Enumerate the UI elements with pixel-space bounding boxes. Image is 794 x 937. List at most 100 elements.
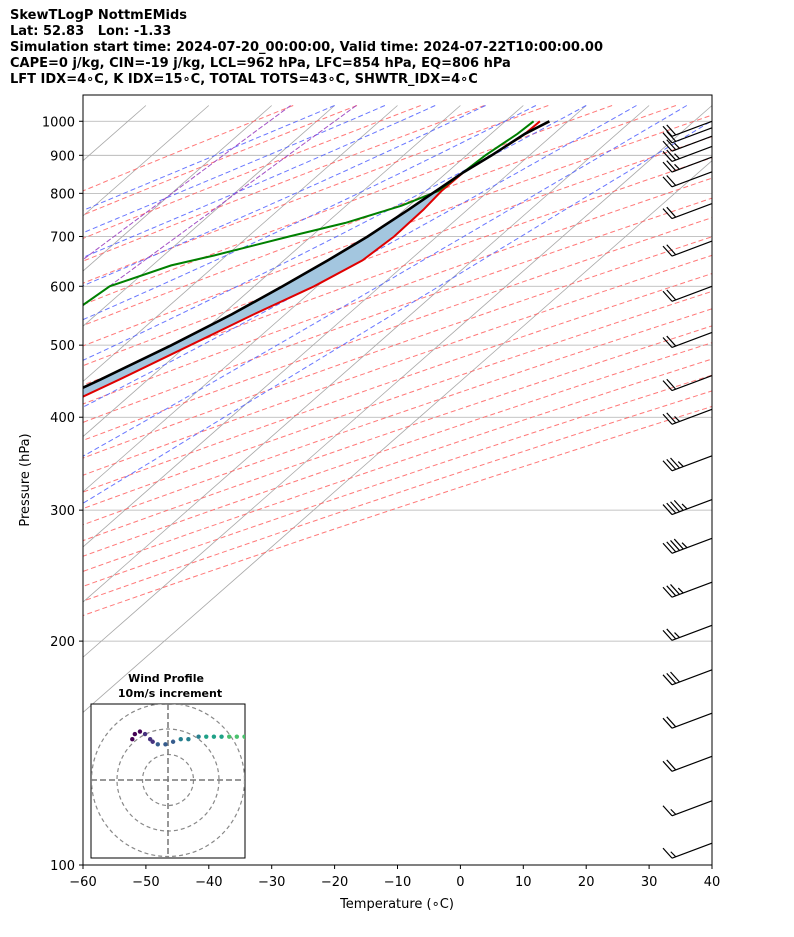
x-tick-label: −50 — [132, 875, 159, 890]
header-indices-line: LFT IDX=4∘C, K IDX=15∘C, TOTAL TOTS=43∘C… — [10, 72, 478, 87]
barb-staff — [671, 240, 713, 257]
barb-half-flag — [677, 587, 684, 594]
barb-flag — [666, 458, 677, 470]
barb-half-flag — [670, 851, 677, 858]
hodograph-title: Wind Profile — [128, 672, 204, 685]
barb-staff — [671, 800, 713, 817]
wind-barb — [662, 581, 713, 598]
wind-barb — [662, 537, 713, 554]
barb-flag — [666, 335, 677, 347]
barb-flag — [666, 160, 677, 172]
barb-staff — [671, 455, 713, 472]
barb-staff — [671, 581, 713, 598]
wind-barb — [662, 800, 713, 817]
barb-flag — [673, 499, 684, 511]
wind-barb — [662, 171, 713, 188]
barb-staff — [671, 537, 713, 554]
barb-staff — [671, 755, 713, 772]
barb-staff — [671, 120, 713, 137]
hodograph-point — [130, 737, 135, 742]
barb-flag — [662, 176, 673, 188]
isotherm-line — [83, 160, 712, 713]
y-tick-label: 100 — [50, 859, 75, 874]
barb-flag — [662, 542, 673, 554]
hodograph-point — [219, 734, 224, 739]
wind-barb — [662, 498, 713, 516]
hodograph-plot — [91, 704, 259, 858]
wind-barb — [662, 145, 713, 163]
wind-barb — [662, 156, 713, 173]
isotherm-line — [83, 105, 650, 603]
x-tick-label: 0 — [456, 875, 464, 890]
barb-flag — [662, 760, 673, 772]
y-axis-label: Pressure (hPa) — [18, 433, 33, 526]
hodograph-point — [242, 734, 245, 739]
barb-half-flag — [681, 542, 688, 549]
hodograph-point — [244, 738, 245, 740]
moist-adiabat — [83, 105, 537, 321]
wind-barb — [662, 624, 713, 641]
barb-flag — [662, 413, 673, 425]
barb-staff — [671, 127, 713, 144]
hodograph-point — [150, 739, 155, 744]
hodograph-point — [250, 732, 254, 736]
barb-flag — [662, 151, 673, 162]
cape-shading — [83, 133, 525, 397]
barb-half-flag — [670, 808, 677, 815]
wind-barb — [662, 203, 713, 220]
barb-half-flag — [674, 632, 680, 638]
x-tick-label: 10 — [515, 875, 532, 890]
wind-barb — [662, 455, 713, 472]
isotherm-line — [83, 105, 335, 327]
barb-flag — [662, 161, 673, 173]
x-tick-label: 40 — [704, 875, 721, 890]
barb-staff — [671, 498, 713, 516]
hodograph-point — [142, 731, 148, 737]
mixing-ratio-line — [83, 105, 291, 261]
header-title: SkewTLogP NottmEMids — [10, 8, 188, 23]
barb-staff — [671, 203, 713, 220]
dry-adiabat — [83, 236, 712, 459]
barb-flag — [662, 208, 673, 219]
barb-flag — [662, 629, 673, 641]
isotherm-line — [83, 105, 461, 438]
barb-flag — [662, 245, 673, 257]
barb-flag — [666, 628, 677, 640]
wind-barb — [662, 375, 713, 392]
barb-staff — [671, 145, 713, 163]
barb-half-flag — [674, 163, 680, 170]
isotherm-line — [83, 105, 712, 658]
temperature-line — [83, 120, 541, 398]
x-tick-label: 20 — [578, 875, 595, 890]
wind-barb — [662, 408, 713, 425]
barb-flag — [666, 289, 677, 301]
barb-flag — [666, 759, 677, 771]
hodograph-point — [234, 734, 240, 739]
moist-adiabat — [83, 105, 486, 287]
parcel-line — [83, 120, 550, 390]
barb-flag — [670, 501, 680, 513]
barb-staff — [671, 135, 713, 152]
wind-barb — [662, 120, 713, 137]
dry-adiabat — [83, 136, 712, 367]
moist-adiabat — [83, 105, 688, 457]
moist-adiabat — [83, 105, 436, 258]
hodograph-point — [196, 734, 201, 739]
barb-flag — [666, 412, 677, 424]
dry-adiabat — [83, 114, 712, 347]
barb-flag — [662, 460, 673, 472]
y-tick-label: 300 — [50, 504, 75, 519]
hodograph-point — [170, 739, 176, 744]
hodograph-point — [255, 724, 259, 728]
isotherm-line — [83, 105, 587, 548]
barb-flag — [662, 504, 673, 515]
barb-staff — [671, 408, 713, 425]
y-tick-label: 500 — [50, 339, 75, 354]
barb-flag — [666, 130, 677, 142]
barb-flag — [666, 541, 677, 553]
dry-adiabat — [83, 105, 613, 306]
dry-adiabat — [83, 105, 677, 327]
barb-flag — [662, 717, 673, 729]
barb-flag — [666, 175, 677, 186]
